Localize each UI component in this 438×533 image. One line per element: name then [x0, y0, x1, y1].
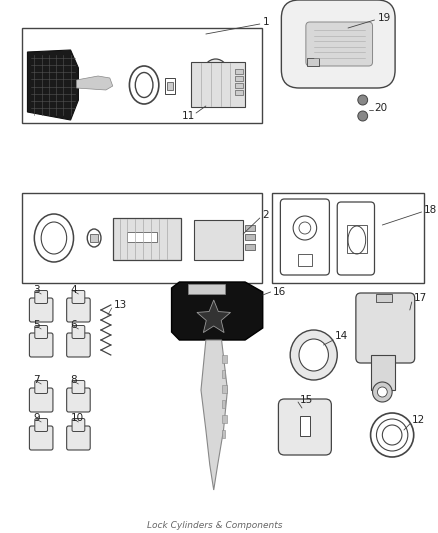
Text: 7: 7: [33, 375, 40, 385]
FancyBboxPatch shape: [29, 426, 53, 450]
Text: 9: 9: [33, 413, 40, 423]
Bar: [222, 415, 227, 423]
Bar: [235, 69, 243, 74]
FancyBboxPatch shape: [29, 388, 53, 412]
Ellipse shape: [87, 229, 101, 247]
Text: 10: 10: [71, 413, 84, 423]
Text: 18: 18: [424, 205, 437, 215]
Bar: [113, 218, 181, 260]
Bar: [347, 225, 367, 253]
FancyBboxPatch shape: [72, 381, 85, 393]
FancyBboxPatch shape: [67, 333, 90, 357]
Bar: [235, 90, 243, 95]
Ellipse shape: [290, 330, 337, 380]
Ellipse shape: [358, 111, 367, 121]
Text: Lock Cylinders & Components: Lock Cylinders & Components: [147, 521, 283, 530]
FancyBboxPatch shape: [67, 298, 90, 322]
FancyBboxPatch shape: [356, 293, 415, 363]
Text: 12: 12: [412, 415, 425, 425]
FancyBboxPatch shape: [35, 290, 48, 303]
Ellipse shape: [200, 221, 227, 255]
FancyBboxPatch shape: [337, 202, 374, 275]
FancyBboxPatch shape: [29, 298, 53, 322]
Bar: [235, 83, 243, 88]
Text: 16: 16: [272, 287, 286, 297]
FancyBboxPatch shape: [72, 290, 85, 303]
Text: 8: 8: [71, 375, 77, 385]
FancyBboxPatch shape: [35, 418, 48, 432]
FancyBboxPatch shape: [279, 399, 332, 455]
Polygon shape: [28, 50, 78, 120]
Ellipse shape: [202, 59, 230, 93]
Bar: [90, 234, 98, 242]
Ellipse shape: [358, 95, 367, 105]
Bar: [245, 234, 255, 240]
Polygon shape: [77, 76, 113, 90]
Bar: [222, 385, 227, 393]
Bar: [371, 355, 395, 390]
Bar: [167, 82, 173, 90]
Bar: [307, 58, 318, 66]
FancyBboxPatch shape: [72, 418, 85, 432]
Bar: [194, 220, 243, 260]
Text: 1: 1: [263, 17, 269, 27]
Ellipse shape: [34, 214, 74, 262]
Circle shape: [376, 419, 408, 451]
Ellipse shape: [299, 339, 328, 371]
Bar: [222, 370, 226, 378]
Bar: [300, 416, 310, 436]
FancyBboxPatch shape: [280, 199, 329, 275]
Ellipse shape: [129, 66, 159, 104]
Text: 4: 4: [71, 285, 77, 295]
FancyBboxPatch shape: [67, 388, 90, 412]
Bar: [222, 430, 226, 438]
Bar: [165, 78, 174, 94]
Circle shape: [299, 222, 311, 234]
Ellipse shape: [135, 72, 153, 98]
Bar: [222, 355, 227, 363]
Ellipse shape: [209, 67, 223, 85]
Text: 17: 17: [414, 293, 427, 303]
Bar: [376, 294, 392, 302]
FancyBboxPatch shape: [306, 22, 373, 66]
Bar: [298, 254, 312, 266]
Circle shape: [293, 216, 317, 240]
Bar: [21, 28, 262, 123]
FancyBboxPatch shape: [281, 0, 395, 88]
Bar: [272, 193, 424, 283]
Ellipse shape: [207, 229, 221, 247]
Polygon shape: [197, 300, 230, 333]
Polygon shape: [201, 340, 227, 490]
Polygon shape: [172, 282, 263, 340]
FancyBboxPatch shape: [29, 333, 53, 357]
FancyBboxPatch shape: [72, 326, 85, 338]
Bar: [222, 400, 226, 408]
Circle shape: [373, 382, 392, 402]
FancyBboxPatch shape: [35, 381, 48, 393]
Bar: [191, 62, 245, 107]
Text: 19: 19: [378, 13, 391, 23]
Text: 5: 5: [33, 320, 40, 330]
Text: 15: 15: [300, 395, 313, 405]
FancyBboxPatch shape: [35, 326, 48, 338]
Circle shape: [378, 387, 387, 397]
Bar: [21, 193, 262, 283]
Ellipse shape: [41, 222, 67, 254]
Text: 11: 11: [181, 111, 194, 121]
Bar: [127, 232, 157, 242]
FancyBboxPatch shape: [67, 426, 90, 450]
Text: 2: 2: [263, 210, 269, 220]
Text: 3: 3: [33, 285, 40, 295]
Bar: [188, 284, 226, 294]
Text: 20: 20: [374, 103, 388, 113]
Bar: [235, 76, 243, 81]
Circle shape: [382, 425, 402, 445]
Bar: [245, 225, 255, 231]
Text: 13: 13: [114, 300, 127, 310]
Text: 6: 6: [71, 320, 77, 330]
Bar: [245, 244, 255, 250]
Text: 14: 14: [335, 331, 349, 341]
